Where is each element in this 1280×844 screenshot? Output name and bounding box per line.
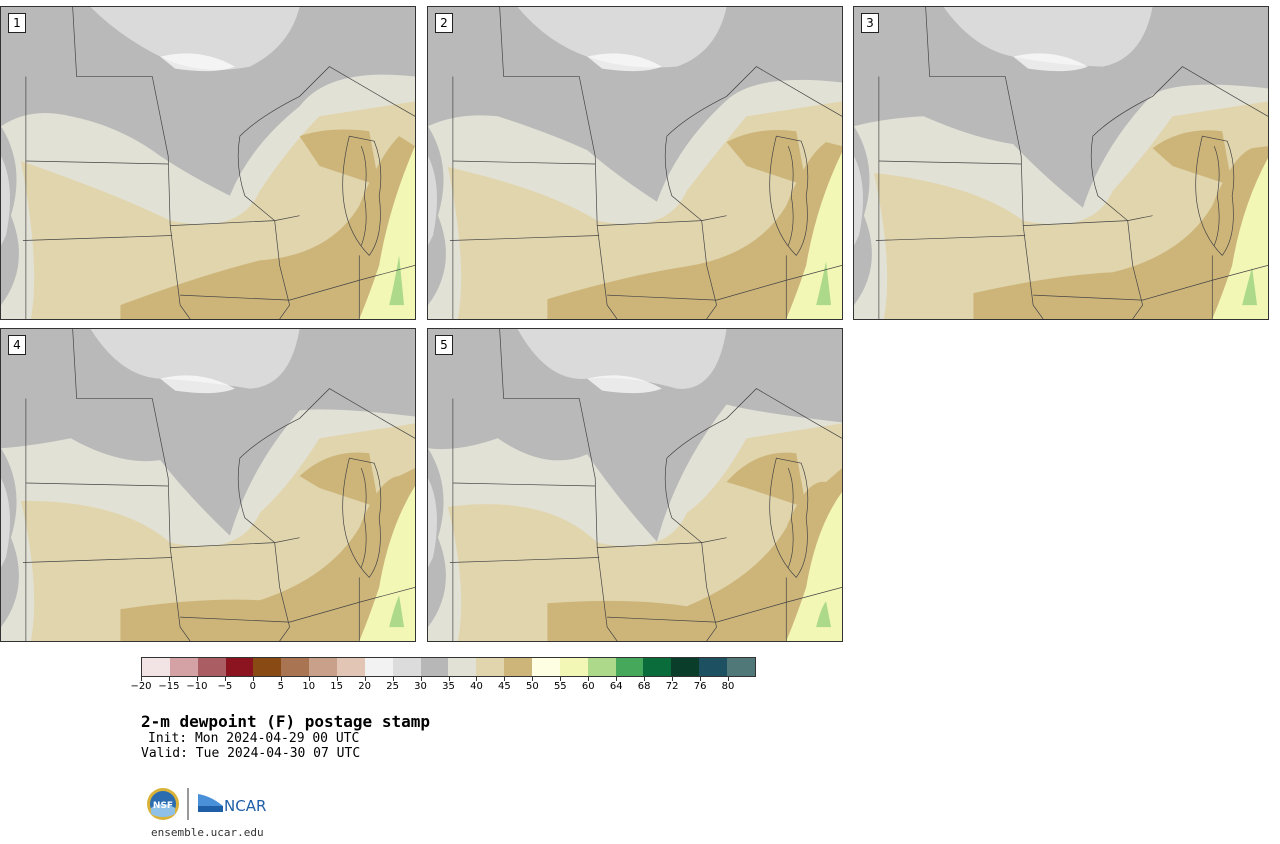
member-number-badge: 2 — [435, 13, 453, 33]
colorbar-tick-label: 80 — [721, 681, 735, 692]
colorbar-swatch-17 — [615, 658, 644, 676]
colorbar-swatch-5 — [281, 658, 310, 676]
colorbar-tick-label: 30 — [414, 681, 427, 692]
colorbar-swatch-11 — [448, 658, 477, 676]
colorbar-tick-label: 10 — [302, 681, 316, 692]
map-panel-5: 5 — [427, 328, 843, 642]
colorbar-swatch-8 — [364, 658, 393, 676]
colorbar-tick-label: 50 — [525, 681, 539, 692]
colorbar-tick-label: 68 — [637, 681, 651, 692]
colorbar-tick-label: 15 — [330, 681, 344, 692]
map-panel-3: 3 — [853, 6, 1269, 320]
colorbar-swatch-13 — [504, 658, 533, 676]
chart-title: 2-m dewpoint (F) postage stamp — [141, 712, 430, 731]
colorbar-swatch-4 — [253, 658, 282, 676]
colorbar-swatch-19 — [671, 658, 700, 676]
member-number-badge: 5 — [435, 335, 453, 355]
colorbar-swatch-12 — [476, 658, 505, 676]
colorbar-tick-label: 64 — [609, 681, 623, 692]
colorbar-tick-label: −10 — [186, 681, 208, 692]
colorbar-tick-label: 60 — [581, 681, 595, 692]
colorbar-tick-label: 55 — [553, 681, 567, 692]
colorbar-swatch-20 — [699, 658, 728, 676]
map-panel-4: 4 — [0, 328, 416, 642]
colorbar-ticks: −20 −15 −10 −5 0 5 10 15 20 25 30 35 40 45 50 55 60 64 68 7… — [130, 677, 756, 695]
colorbar-swatch-21 — [727, 658, 755, 676]
colorbar-tick-label: 0 — [249, 681, 256, 692]
colorbar-tick-label: 72 — [665, 681, 679, 692]
colorbar-swatch-7 — [337, 658, 365, 676]
member-number-badge: 3 — [861, 13, 879, 33]
colorbar-tick-label: 76 — [693, 681, 707, 692]
colorbar-swatch-0 — [142, 658, 170, 676]
colorbar-tick-label: −20 — [130, 681, 152, 692]
colorbar — [141, 657, 756, 677]
init-time: Init: Mon 2024-04-29 00 UTC — [148, 731, 360, 746]
colorbar-tick-label: −15 — [158, 681, 180, 692]
colorbar-swatch-2 — [197, 658, 226, 676]
member-number-badge: 4 — [8, 335, 26, 355]
colorbar-tick-label: 20 — [358, 681, 371, 692]
colorbar-swatch-9 — [392, 658, 421, 676]
map-panel-2: 2 — [427, 6, 843, 320]
colorbar-tick-label: 25 — [386, 681, 399, 692]
colorbar-swatch-14 — [532, 658, 560, 676]
colorbar-tick-label: 35 — [442, 681, 455, 692]
site-url: ensemble.ucar.edu — [151, 826, 264, 839]
colorbar-tick-label: 45 — [498, 681, 511, 692]
ncar-logo-icon: NCAR — [198, 794, 266, 815]
colorbar-swatch-16 — [587, 658, 616, 676]
member-number-badge: 1 — [8, 13, 26, 33]
map-panel-1: 1 — [0, 6, 416, 320]
nsf-logo-text: NSF — [153, 801, 173, 811]
valid-time: Valid: Tue 2024-04-30 07 UTC — [141, 746, 361, 761]
colorbar-swatch-1 — [169, 658, 198, 676]
nsf-logo-icon: NSF — [147, 788, 179, 820]
colorbar-swatch-15 — [559, 658, 588, 676]
ncar-logo-text: NCAR — [224, 797, 266, 815]
colorbar-swatch-6 — [309, 658, 338, 676]
colorbar-tick-label: −5 — [217, 681, 233, 692]
logos: NSF NCAR — [145, 786, 275, 822]
colorbar-tick-label: 5 — [277, 681, 284, 692]
colorbar-swatch-3 — [225, 658, 254, 676]
colorbar-tick-label: 40 — [470, 681, 483, 692]
colorbar-swatch-10 — [420, 658, 449, 676]
colorbar-swatch-18 — [643, 658, 672, 676]
